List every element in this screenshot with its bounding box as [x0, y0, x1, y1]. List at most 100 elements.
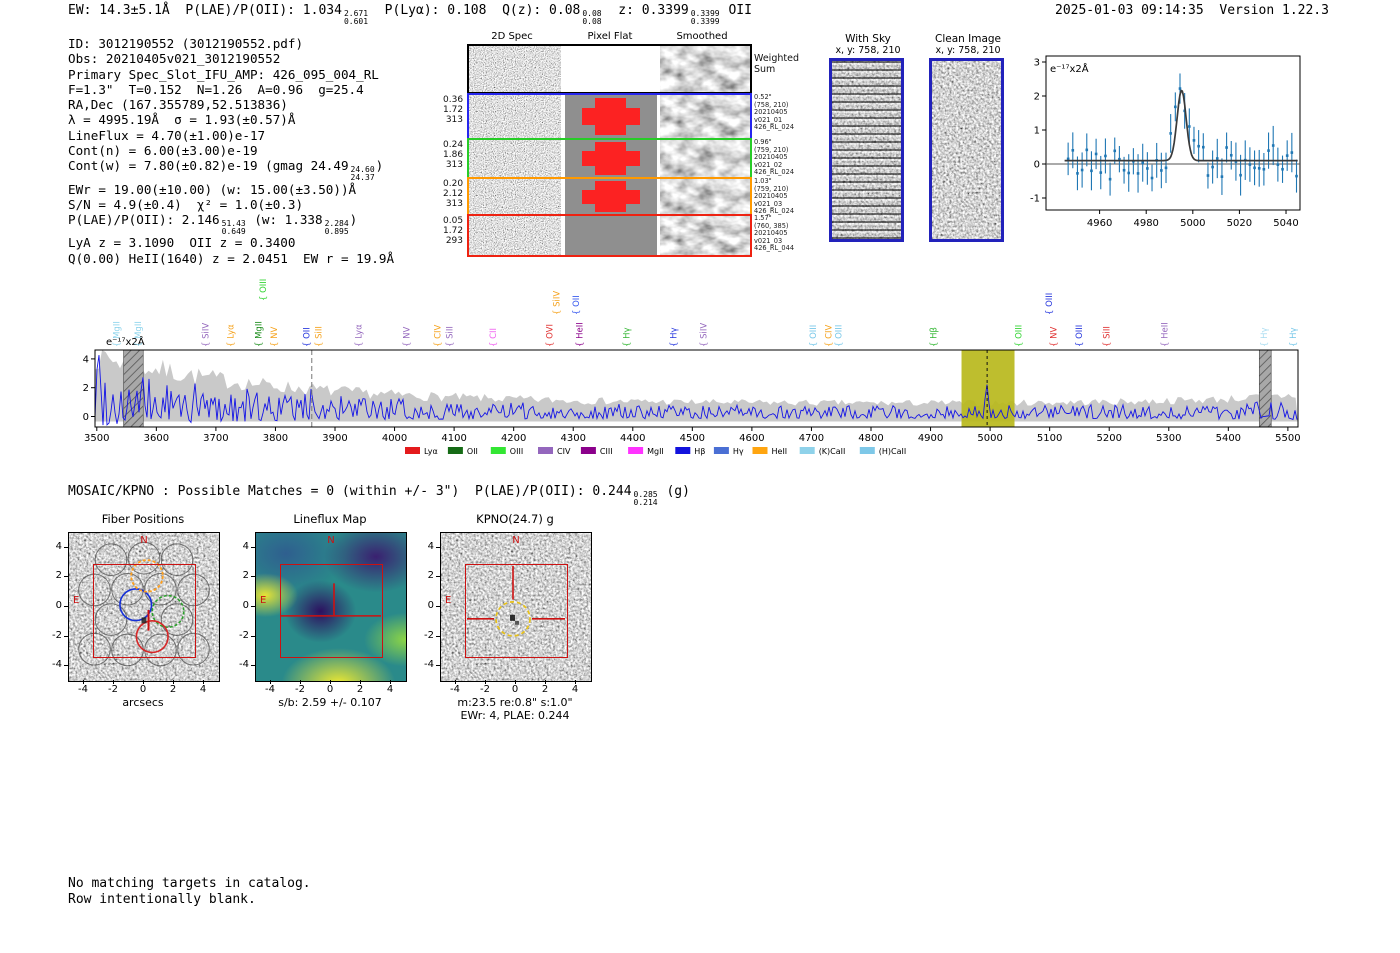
- noise-image: [660, 140, 750, 177]
- map-y-tick-label: -2: [239, 629, 249, 641]
- with-sky-title: With Sky: [845, 33, 891, 45]
- y-tick-label: 2: [83, 383, 89, 394]
- emission-line-label: { MgII: [254, 321, 264, 347]
- map-x-tick-mark: [575, 680, 576, 684]
- tertiary-fiber-circle: [135, 619, 169, 654]
- fiber-circle: [144, 572, 177, 606]
- pixel-flat-image: [565, 179, 657, 214]
- legend-label: CIII: [600, 447, 613, 456]
- noise-image: [469, 216, 561, 255]
- data-point: [1234, 160, 1238, 163]
- data-point: [1141, 161, 1145, 165]
- x-tick-label: 4960: [1087, 218, 1112, 229]
- detection-info-block: ID: 3012190552 (3012190552.pdf) Obs: 2021…: [68, 36, 394, 266]
- x-tick-label: 3500: [84, 433, 109, 444]
- emission-line-label: { SiII: [446, 326, 456, 347]
- map-x-tick-mark: [300, 680, 301, 684]
- mosaic-line-text: (g): [658, 484, 690, 499]
- legend-label: OIII: [510, 447, 523, 456]
- info-line-9-text: EWr = 19.00(±10.00) (w: 15.00(±3.50))Å: [68, 181, 357, 197]
- summary-header-stack: 0.3399 0.3399: [691, 10, 720, 25]
- spec2d-row-left-label: 0.20 2.12 313: [443, 179, 464, 209]
- emission-line-label: { Hγ: [1260, 327, 1270, 347]
- data-point: [1136, 172, 1140, 175]
- red-flag-blob: [581, 151, 641, 166]
- fiber-circle: [160, 543, 194, 576]
- data-point: [1285, 154, 1289, 157]
- data-point: [1090, 169, 1093, 173]
- noise-image: [660, 46, 750, 92]
- spec2d-image: [469, 140, 561, 177]
- data-point: [1220, 175, 1224, 178]
- x-tick-label: 4900: [918, 433, 943, 444]
- map-y-tick-mark: [436, 606, 440, 607]
- sky-stripe-pattern: [832, 61, 901, 239]
- data-point: [1066, 157, 1070, 161]
- compass-north-label: N: [327, 535, 335, 546]
- spec2d-row-right-label: Weighted Sum: [754, 53, 799, 75]
- detection-highlight-band: [961, 350, 1015, 427]
- emission-line-label: { CIV: [825, 324, 835, 347]
- legend-swatch: [538, 447, 553, 454]
- catalog-note-line2: Row intentionally blank.: [68, 891, 256, 907]
- map-x-tick-mark: [143, 680, 144, 684]
- info-line-6: LineFlux = 4.70(±1.00)e-17: [68, 128, 394, 143]
- noise-image: [932, 61, 1001, 239]
- noise-image: [469, 140, 561, 177]
- map-panel-title: Lineflux Map: [293, 512, 367, 526]
- clean-image: [929, 58, 1004, 242]
- emission-line-label: { OIII: [834, 325, 844, 347]
- data-point: [1174, 105, 1177, 109]
- legend-swatch: [799, 447, 815, 454]
- spec2d-row-right-label: 1.03" (759, 210) 20210405 v021_03 426_RL_024: [754, 177, 795, 216]
- noise-image: [441, 533, 591, 681]
- map-y-tick-label: -4: [52, 659, 62, 671]
- data-point: [1118, 157, 1121, 161]
- map-y-tick-label: -4: [424, 659, 434, 671]
- info-line-11: P(LAE)/P(OII): 2.146 51.43 0.649 (w: 1.338…: [68, 212, 394, 235]
- x-tick-label: 3600: [144, 433, 169, 444]
- emission-line-label: { Hγ: [623, 327, 633, 347]
- y-tick-label: 2: [1034, 92, 1040, 103]
- info-line-5-text: λ = 4995.19Å σ = 1.93(±0.57)Å: [68, 112, 296, 128]
- info-line-7-text: Cont(n) = 6.00(±3.00)e-19: [68, 143, 258, 159]
- map-y-tick-label: 0: [55, 600, 62, 611]
- fiber-circle: [177, 573, 210, 607]
- map-x-tick-mark: [545, 680, 546, 684]
- info-line-11-stack: 51.43 0.649: [222, 220, 246, 235]
- pixel-flat-image: [565, 95, 657, 138]
- y-tick-label: 4: [83, 354, 89, 365]
- gaussian-fit-curve: [1064, 89, 1298, 162]
- emission-line-label: { SiIV: [553, 291, 563, 315]
- catalog-extent-square: [465, 564, 568, 658]
- spec2d-col-title: 2D Spec: [491, 31, 533, 42]
- with-sky-image: [829, 58, 904, 242]
- fiber-circle: [94, 543, 128, 576]
- mosaic-match-line: MOSAIC/KPNO : Possible Matches = 0 (with…: [68, 484, 690, 506]
- emission-line-label: { HeII: [576, 322, 586, 347]
- y-tick-label: 0: [83, 412, 89, 423]
- info-line-11-text: (w: 1.338: [246, 212, 323, 228]
- emission-line-label: { SiIV: [201, 323, 211, 347]
- data-point: [1108, 177, 1112, 181]
- map-y-tick-mark: [251, 665, 255, 667]
- map-x-axis-label: s/b: 2.59 +/- 0.107: [278, 696, 382, 709]
- map-x-tick-mark: [330, 680, 331, 684]
- map-panel-fiber: Fiber Positions N E 4 2 0 -2 -4 -4 -2 0 2 4 arcsecs: [40, 508, 246, 723]
- map-panel-title: KPNO(24.7) g: [476, 512, 554, 526]
- emission-line-label: { CIV: [434, 324, 444, 347]
- info-line-1: Obs: 20210405v021_3012190552: [68, 51, 394, 66]
- lineflux-colormap: [256, 533, 406, 681]
- info-line-7: Cont(n) = 6.00(±3.00)e-19: [68, 143, 394, 158]
- emission-line-label: { CII: [489, 328, 499, 347]
- clean-image-coords: x, y: 758, 210: [935, 45, 1001, 56]
- map-x-tick-mark: [485, 680, 486, 684]
- x-tick-label: 5100: [1037, 433, 1062, 444]
- spec2d-row-left-label: 0.05 1.72 293: [443, 216, 464, 246]
- data-point: [1276, 163, 1280, 166]
- data-point: [1271, 144, 1275, 147]
- legend-label: Hγ: [733, 447, 744, 456]
- spec2d-cutout-panel: 2D Spec Pixel Flat Smoothed Weighted Sum 0.36…: [443, 30, 800, 260]
- y-tick-label: 1: [1034, 126, 1040, 137]
